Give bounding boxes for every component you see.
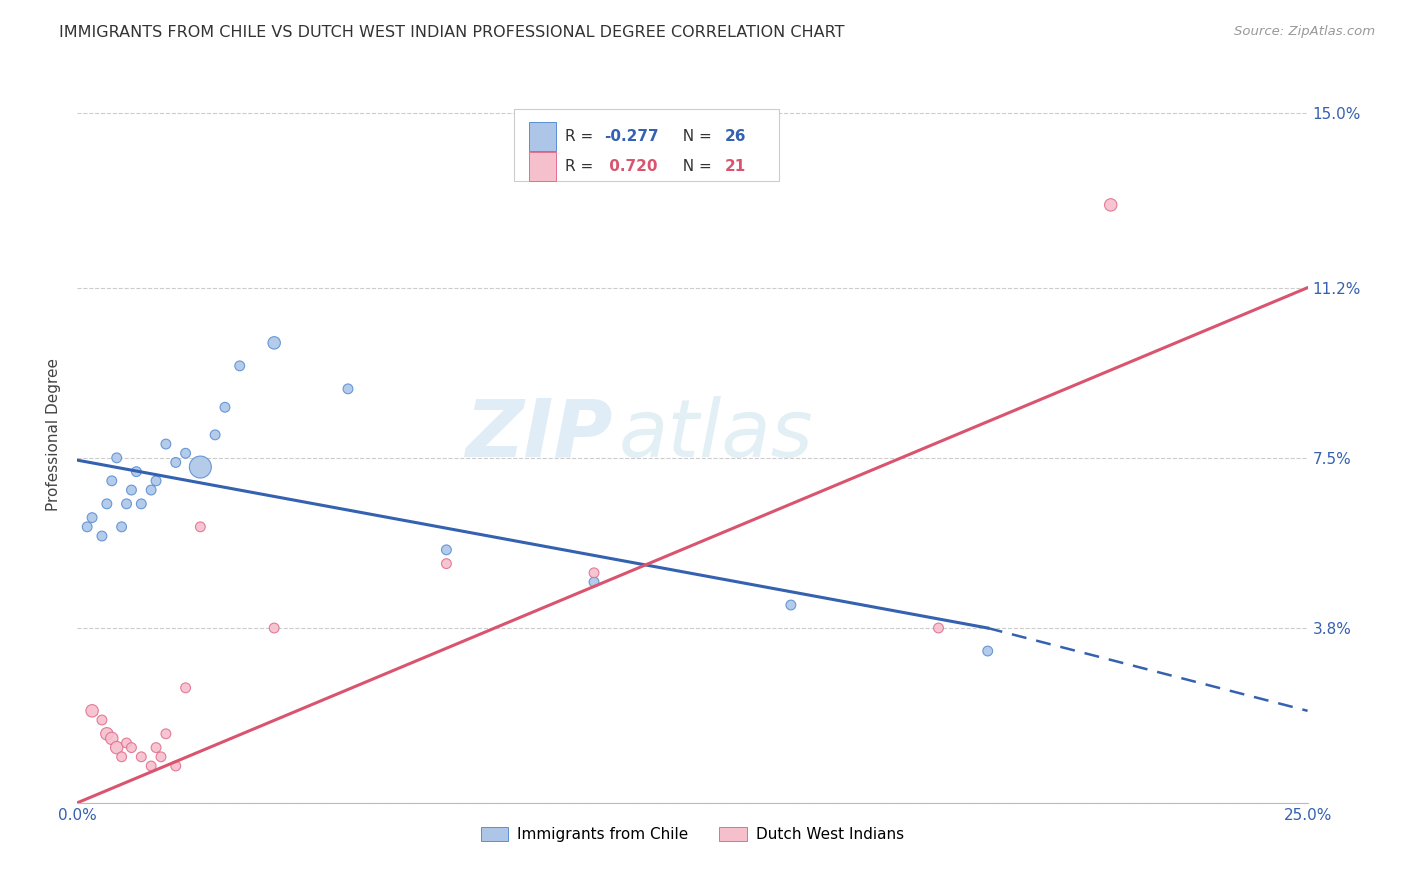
Point [155, 437, 177, 451]
FancyBboxPatch shape [515, 109, 779, 181]
Point [583, 566, 606, 580]
Point [101, 474, 124, 488]
Point [115, 497, 138, 511]
Point [174, 681, 197, 695]
Text: N =: N = [673, 128, 717, 144]
Text: 0.720: 0.720 [605, 159, 658, 174]
Point [436, 557, 458, 571]
Y-axis label: Professional Degree: Professional Degree [46, 359, 62, 511]
Point [1099, 198, 1122, 212]
Text: 26: 26 [724, 128, 747, 144]
Point [436, 542, 458, 557]
FancyBboxPatch shape [529, 152, 555, 181]
Text: R =: R = [565, 128, 598, 144]
Point [105, 740, 128, 755]
Point [82, 510, 104, 524]
Point [129, 497, 153, 511]
Point [90, 529, 114, 543]
Point [145, 474, 167, 488]
Point [337, 382, 360, 396]
Point [90, 713, 114, 727]
Point [82, 704, 104, 718]
Point [141, 483, 163, 497]
Point [174, 446, 197, 460]
Point [121, 740, 143, 755]
Point [121, 483, 143, 497]
FancyBboxPatch shape [529, 121, 555, 151]
Legend: Immigrants from Chile, Dutch West Indians: Immigrants from Chile, Dutch West Indian… [475, 821, 910, 848]
Point [780, 598, 803, 612]
Text: ZIP: ZIP [465, 396, 613, 474]
Point [150, 749, 173, 764]
Point [165, 455, 187, 469]
Point [76, 520, 98, 534]
Text: atlas: atlas [619, 396, 814, 474]
Point [165, 759, 187, 773]
Point [96, 497, 118, 511]
Point [101, 731, 124, 746]
Text: R =: R = [565, 159, 598, 174]
Point [263, 335, 285, 350]
Point [263, 621, 285, 635]
Text: IMMIGRANTS FROM CHILE VS DUTCH WEST INDIAN PROFESSIONAL DEGREE CORRELATION CHART: IMMIGRANTS FROM CHILE VS DUTCH WEST INDI… [59, 25, 845, 40]
Point [214, 401, 236, 415]
Point [228, 359, 252, 373]
Text: N =: N = [673, 159, 717, 174]
Point [111, 749, 132, 764]
Point [141, 759, 163, 773]
Point [115, 736, 138, 750]
Point [105, 450, 128, 465]
Point [928, 621, 950, 635]
Point [977, 644, 1000, 658]
Point [145, 740, 167, 755]
Text: 21: 21 [724, 159, 745, 174]
Text: Source: ZipAtlas.com: Source: ZipAtlas.com [1234, 25, 1375, 38]
Point [129, 749, 153, 764]
Point [204, 427, 226, 442]
Point [125, 465, 148, 479]
Point [111, 520, 132, 534]
Text: -0.277: -0.277 [605, 128, 658, 144]
Point [583, 574, 606, 589]
Point [96, 727, 118, 741]
Point [155, 727, 177, 741]
Point [188, 460, 212, 475]
Point [188, 520, 212, 534]
